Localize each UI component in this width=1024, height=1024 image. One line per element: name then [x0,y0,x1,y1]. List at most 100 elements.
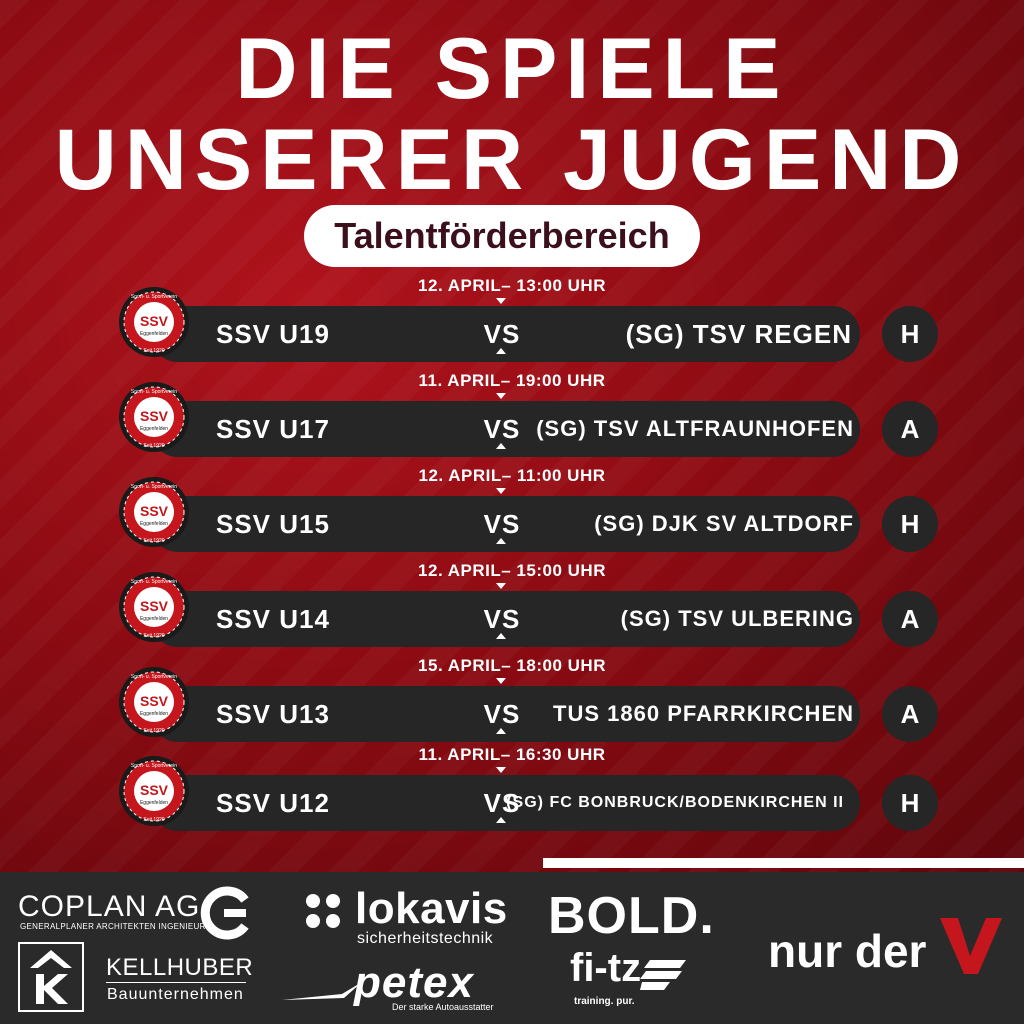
arrow-up-icon [496,633,506,639]
home-team: SSV U12 [216,788,330,818]
sponsor-nurder-name: nur der [768,925,927,977]
sponsor-coplan-name: COPLAN AG [18,890,201,923]
nurder-v-logo-icon [940,918,1002,974]
match-row: 12. APRIL– 15:00 UHR SSV U14 VS (SG) TSV… [0,561,1024,657]
svg-text:SSV: SSV [140,313,169,329]
page-title-line-2: UNSERER JUGEND [54,112,970,208]
venue-badge: A [882,591,938,647]
sponsor-coplan-subtitle: GENERALPLANER ARCHITEKTEN INGENIEURE [20,922,212,931]
arrow-up-icon [496,443,506,449]
away-team: (SG) FC BONBRUCK/BODENKIRCHEN II [506,794,844,811]
sponsor-petex-name: petex [354,958,474,1007]
arrow-down-icon [496,298,506,304]
arrow-down-icon [496,583,506,589]
match-date: 12. APRIL– 15:00 UHR [418,561,606,580]
away-team: TUS 1860 PFARRKIRCHEN [553,701,854,726]
svg-text:Sport- u. Sportverein: Sport- u. Sportverein [131,579,177,585]
svg-text:SSV: SSV [140,598,169,614]
match-row: 11. APRIL– 16:30 UHR SSV U12 VS (SG) FC … [0,745,1024,841]
club-logo-icon: SSV Eggenfelden Sport- u. Sportverein Se… [119,756,189,826]
svg-text:Eggenfelden: Eggenfelden [140,616,168,622]
svg-text:Sport- u. Sportverein: Sport- u. Sportverein [131,389,177,395]
vs-label: VS [483,788,521,818]
match-date: 11. APRIL– 16:30 UHR [418,745,606,764]
venue-badge: H [882,496,938,552]
venue-badge: A [882,686,938,742]
match-date: 11. APRIL– 19:00 UHR [418,371,606,390]
away-team: (SG) TSV REGEN [625,319,852,349]
home-team: SSV U17 [216,414,330,444]
category-badge: Talentförderbereich [304,205,700,267]
footer-accent-line [543,858,1024,868]
club-logo-icon: SSV Eggenfelden Sport- u. Sportverein Se… [119,382,189,452]
match-row: 15. APRIL– 18:00 UHR SSV U13 VS TUS 1860… [0,656,1024,752]
svg-text:Eggenfelden: Eggenfelden [140,711,168,717]
club-logo-icon: SSV Eggenfelden Sport- u. Sportverein Se… [119,477,189,547]
arrow-down-icon [496,488,506,494]
away-team: (SG) TSV ULBERING [620,606,854,631]
svg-text:Seit 1920: Seit 1920 [143,443,164,449]
svg-text:Eggenfelden: Eggenfelden [140,426,168,432]
svg-text:Sport- u. Sportverein: Sport- u. Sportverein [131,763,177,769]
svg-text:SSV: SSV [140,408,169,424]
home-team: SSV U15 [216,509,330,539]
match-row: 12. APRIL– 13:00 UHR SSV U19 VS (SG) TSV… [0,276,1024,372]
arrow-down-icon [496,393,506,399]
sponsor-footer: COPLAN AG GENERALPLANER ARCHITEKTEN INGE… [0,872,1024,1024]
arrow-down-icon [496,678,506,684]
sponsor-petex-subtitle: Der starke Autoausstatter [392,1002,494,1012]
arrow-down-icon [496,767,506,773]
svg-text:Eggenfelden: Eggenfelden [140,800,168,806]
coplan-logo-icon [200,886,249,940]
match-date: 12. APRIL– 11:00 UHR [418,466,606,485]
svg-text:Sport- u. Sportverein: Sport- u. Sportverein [131,674,177,680]
vs-label: VS [483,319,521,349]
arrow-up-icon [496,728,506,734]
svg-text:Eggenfelden: Eggenfelden [140,521,168,527]
home-team: SSV U13 [216,699,330,729]
match-row: 12. APRIL– 11:00 UHR SSV U15 VS (SG) DJK… [0,466,1024,562]
sponsor-bold-name: BOLD. [548,887,715,945]
vs-label: VS [483,699,521,729]
venue-badge: H [882,306,938,362]
svg-text:SSV: SSV [140,693,169,709]
sponsor-fitz-name: fi-tz [570,946,642,990]
vs-label: VS [483,509,521,539]
venue-badge: H [882,775,938,831]
svg-text:Seit 1920: Seit 1920 [143,728,164,734]
home-team: SSV U19 [216,319,330,349]
away-team: (SG) TSV ALTFRAUNHOFEN [536,416,854,441]
arrow-up-icon [496,538,506,544]
svg-text:SSV: SSV [140,782,169,798]
svg-text:Seit 1920: Seit 1920 [143,817,164,823]
venue-badge: A [882,401,938,457]
svg-text:Seit 1920: Seit 1920 [143,348,164,354]
kellhuber-logo-icon [18,942,84,1012]
kellhuber-divider [106,982,246,983]
match-date: 15. APRIL– 18:00 UHR [418,656,606,675]
match-row: 11. APRIL– 19:00 UHR SSV U17 VS (SG) TSV… [0,371,1024,467]
club-logo-icon: SSV Eggenfelden Sport- u. Sportverein Se… [119,572,189,642]
vs-label: VS [483,604,521,634]
club-logo-icon: SSV Eggenfelden Sport- u. Sportverein Se… [119,287,189,357]
page-title-line-1: DIE SPIELE [235,21,789,117]
arrow-up-icon [496,348,506,354]
lokavis-logo-icon [306,894,340,928]
svg-text:SSV: SSV [140,503,169,519]
svg-text:Seit 1920: Seit 1920 [143,633,164,639]
svg-text:Sport- u. Sportverein: Sport- u. Sportverein [131,294,177,300]
sponsor-kellhuber-name: KELLHUBER [106,954,254,981]
sponsor-kellhuber-subtitle: Bauunternehmen [107,986,244,1003]
svg-text:Seit 1920: Seit 1920 [143,538,164,544]
svg-text:Eggenfelden: Eggenfelden [140,331,168,337]
arrow-up-icon [496,817,506,823]
away-team: (SG) DJK SV ALTDORF [594,511,854,536]
fitz-stripes-icon [640,960,686,990]
sponsor-fitz-subtitle: training. pur. [574,996,635,1007]
vs-label: VS [483,414,521,444]
club-logo-icon: SSV Eggenfelden Sport- u. Sportverein Se… [119,667,189,737]
home-team: SSV U14 [216,604,330,634]
petex-swoosh-icon [282,982,362,1000]
match-date: 12. APRIL– 13:00 UHR [418,276,606,295]
sponsor-lokavis-subtitle: sicherheitstechnik [357,930,494,947]
